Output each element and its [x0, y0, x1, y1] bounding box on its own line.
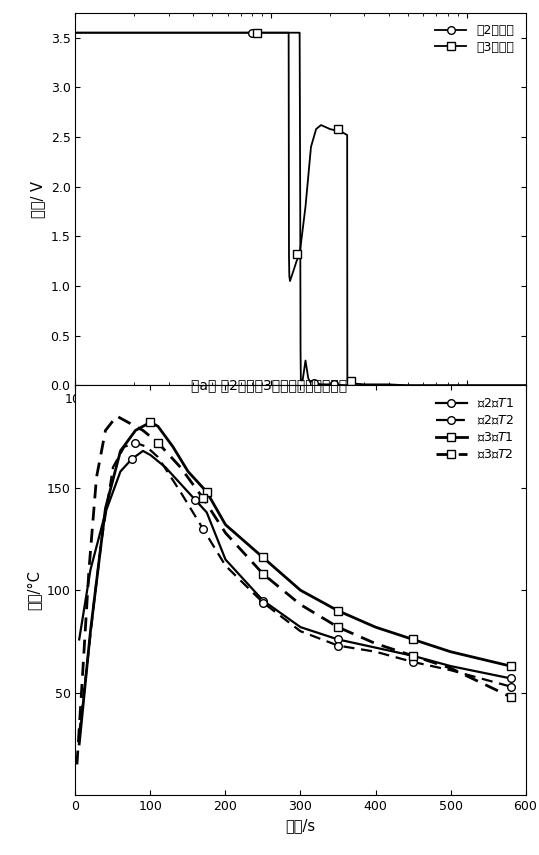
- Y-axis label: 电压/ V: 电压/ V: [30, 180, 45, 217]
- Text: （a） 第2组和第3组针刺实验电压变化: （a） 第2组和第3组针刺实验电压变化: [191, 379, 348, 392]
- X-axis label: 时间/s: 时间/s: [286, 818, 315, 834]
- Legend: 第2组电压, 第3组电压: 第2组电压, 第3组电压: [430, 19, 519, 59]
- Y-axis label: 温度/°C: 温度/°C: [26, 570, 41, 610]
- Legend: 第2组$T$1, 第2组$T$2, 第3组$T$1, 第3组$T$2: 第2组$T$1, 第2组$T$2, 第3组$T$1, 第3组$T$2: [431, 392, 519, 466]
- X-axis label: 时间/s: 时间/s: [286, 412, 315, 428]
